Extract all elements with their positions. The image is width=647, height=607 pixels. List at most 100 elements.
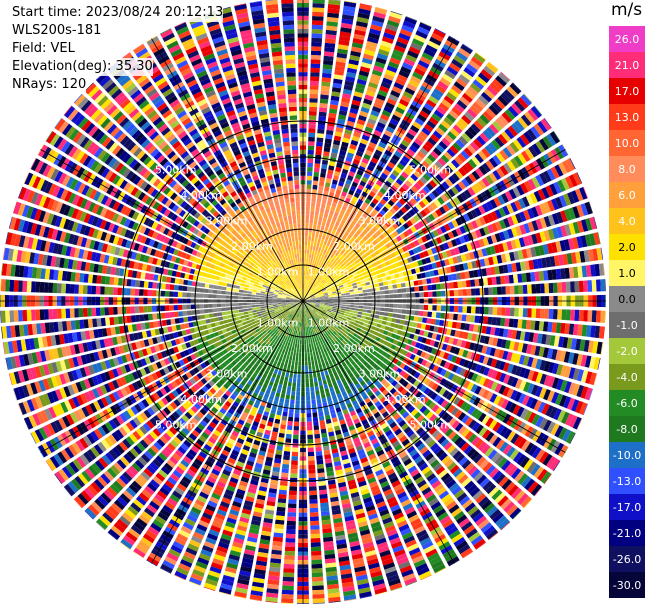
velocity-gate xyxy=(335,61,346,68)
velocity-gate xyxy=(378,315,384,320)
velocity-gate xyxy=(281,468,289,474)
velocity-gate xyxy=(485,126,496,138)
velocity-gate xyxy=(312,189,317,194)
velocity-gate xyxy=(297,343,300,349)
velocity-gate xyxy=(290,395,295,400)
velocity-gate xyxy=(453,313,458,321)
velocity-gate xyxy=(508,188,517,200)
velocity-gate xyxy=(458,289,463,296)
velocity-gate xyxy=(298,331,301,336)
velocity-gate xyxy=(427,263,433,270)
velocity-gate xyxy=(446,66,459,76)
velocity-gate xyxy=(413,316,419,322)
velocity-gate xyxy=(310,338,313,344)
velocity-gate xyxy=(335,207,341,213)
velocity-gate xyxy=(521,319,527,329)
velocity-gate xyxy=(429,179,437,188)
velocity-gate xyxy=(327,246,332,252)
velocity-gate xyxy=(318,485,327,491)
velocity-gate xyxy=(312,351,316,357)
velocity-gate xyxy=(294,361,298,366)
velocity-gate xyxy=(334,246,340,251)
velocity-gate xyxy=(435,208,443,217)
velocity-gate xyxy=(288,346,292,352)
velocity-gate xyxy=(306,421,313,427)
velocity-gate xyxy=(474,153,484,164)
velocity-gate xyxy=(361,283,366,287)
velocity-gate xyxy=(303,288,304,293)
velocity-gate xyxy=(284,446,291,452)
velocity-gate xyxy=(358,142,367,149)
velocity-gate xyxy=(462,43,474,51)
velocity-gate xyxy=(460,44,473,55)
velocity-gate xyxy=(340,291,346,294)
velocity-gate xyxy=(306,404,311,409)
velocity-gate xyxy=(533,123,545,136)
velocity-gate xyxy=(485,62,498,74)
velocity-gate xyxy=(419,56,432,65)
velocity-gate xyxy=(359,302,364,306)
velocity-gate xyxy=(313,268,316,273)
velocity-gate xyxy=(541,187,550,199)
velocity-gate xyxy=(531,233,538,245)
velocity-gate xyxy=(435,127,446,136)
velocity-gate xyxy=(497,95,509,107)
velocity-gate xyxy=(324,245,329,251)
velocity-gate xyxy=(304,348,307,353)
velocity-gate xyxy=(353,177,360,184)
velocity-gate xyxy=(307,245,310,250)
velocity-gate xyxy=(562,160,572,173)
velocity-gate xyxy=(356,229,362,235)
velocity-gate xyxy=(374,194,382,202)
velocity-gate xyxy=(311,37,323,43)
velocity-gate xyxy=(341,205,348,212)
velocity-gate xyxy=(319,420,326,426)
velocity-gate xyxy=(419,176,428,185)
velocity-gate xyxy=(380,40,393,48)
velocity-gate xyxy=(315,285,319,289)
velocity-gate xyxy=(559,195,568,208)
velocity-gate xyxy=(388,61,400,69)
velocity-gate xyxy=(558,162,568,175)
velocity-gate xyxy=(468,173,477,183)
velocity-gate xyxy=(417,150,426,159)
velocity-gate xyxy=(406,148,416,157)
velocity-gate xyxy=(311,287,315,292)
velocity-gate xyxy=(384,203,392,210)
velocity-gate xyxy=(303,292,305,297)
velocity-gate xyxy=(407,200,415,208)
velocity-gate xyxy=(509,307,515,317)
velocity-gate xyxy=(335,288,341,291)
velocity-gate xyxy=(580,203,589,216)
velocity-gate xyxy=(325,204,331,210)
velocity-gate xyxy=(320,393,326,399)
velocity-gate xyxy=(361,222,368,229)
velocity-gate xyxy=(454,103,465,113)
velocity-gate xyxy=(289,486,297,491)
velocity-gate xyxy=(346,302,351,305)
velocity-gate xyxy=(342,137,350,144)
velocity-gate xyxy=(321,77,331,83)
velocity-gate xyxy=(345,295,351,298)
velocity-gate xyxy=(405,211,413,219)
velocity-gate xyxy=(350,294,355,297)
velocity-gate xyxy=(488,157,498,168)
velocity-gate xyxy=(348,274,354,279)
velocity-gate xyxy=(355,123,364,130)
velocity-gate xyxy=(362,309,368,313)
velocity-gate xyxy=(367,306,372,310)
velocity-gate xyxy=(298,335,301,340)
velocity-gate xyxy=(365,281,371,286)
velocity-gate xyxy=(362,248,368,254)
velocity-gate xyxy=(315,390,320,396)
velocity-gate xyxy=(307,298,312,300)
velocity-gate xyxy=(315,150,322,156)
velocity-gate xyxy=(475,288,480,296)
velocity-gate xyxy=(311,202,316,207)
velocity-gate xyxy=(376,295,381,299)
velocity-gate xyxy=(308,469,316,474)
velocity-gate xyxy=(565,281,571,293)
velocity-gate xyxy=(319,498,329,504)
velocity-gate xyxy=(337,298,342,300)
velocity-gate xyxy=(346,207,352,214)
